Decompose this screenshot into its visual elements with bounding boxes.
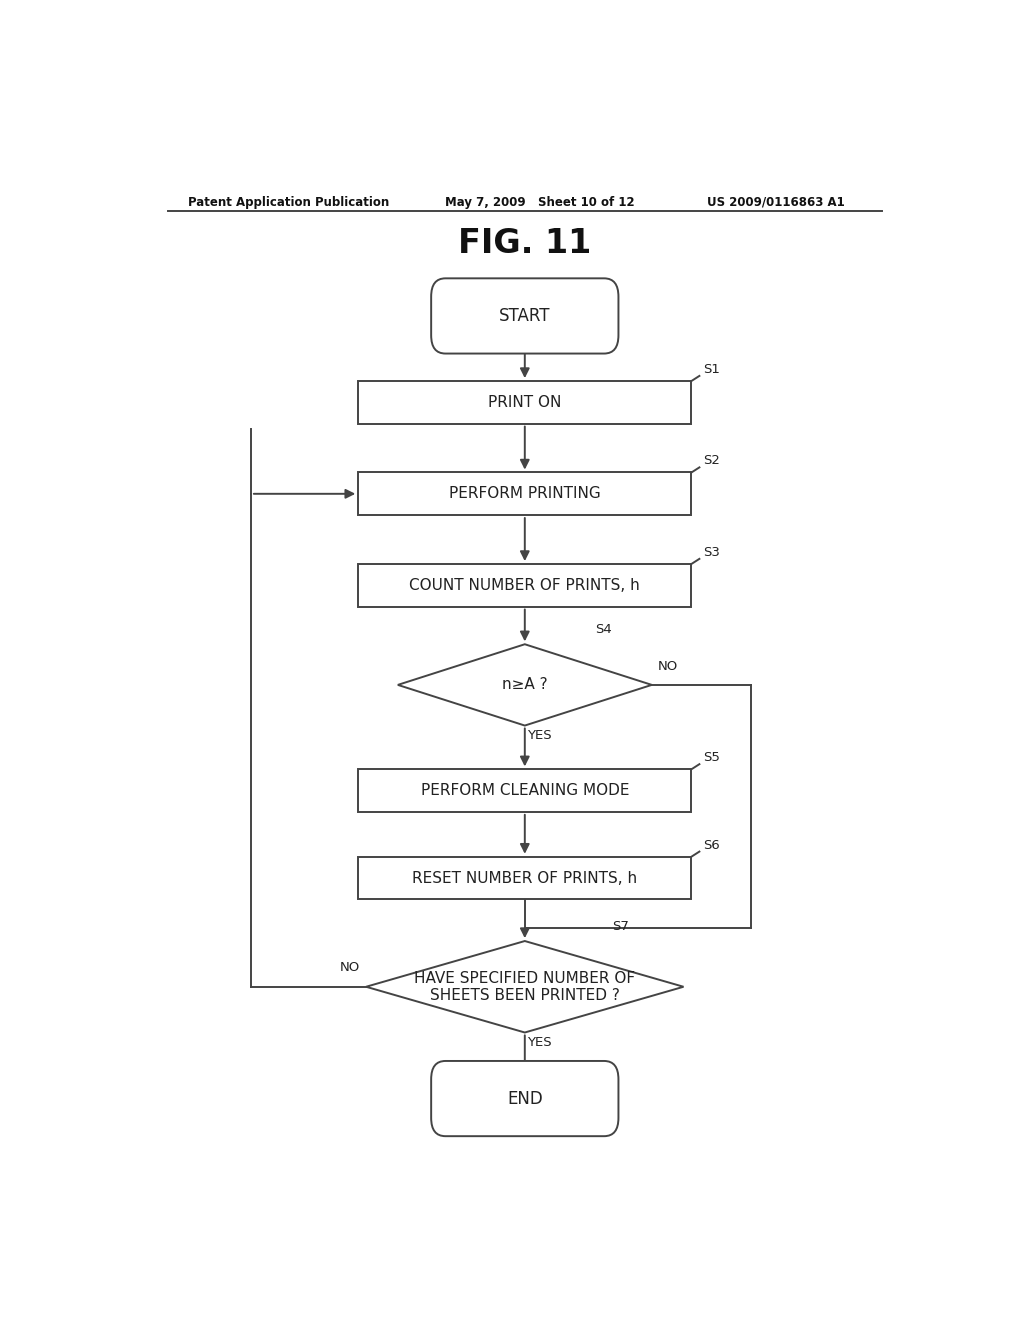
Text: PERFORM CLEANING MODE: PERFORM CLEANING MODE: [421, 783, 629, 799]
Text: n≥A ?: n≥A ?: [502, 677, 548, 693]
Text: NO: NO: [340, 961, 359, 974]
Text: END: END: [507, 1089, 543, 1107]
Text: RESET NUMBER OF PRINTS, h: RESET NUMBER OF PRINTS, h: [413, 870, 637, 886]
Text: YES: YES: [526, 1036, 551, 1048]
Text: S4: S4: [595, 623, 611, 636]
Text: FIG. 11: FIG. 11: [458, 227, 592, 260]
Text: S7: S7: [612, 920, 629, 933]
Bar: [358, 381, 691, 424]
Text: S3: S3: [703, 546, 720, 558]
Bar: [358, 857, 691, 899]
Text: US 2009/0116863 A1: US 2009/0116863 A1: [708, 195, 845, 209]
Text: S1: S1: [703, 363, 720, 376]
Text: Patent Application Publication: Patent Application Publication: [187, 195, 389, 209]
FancyBboxPatch shape: [431, 1061, 618, 1137]
Text: START: START: [499, 308, 551, 325]
Polygon shape: [397, 644, 652, 726]
Text: May 7, 2009   Sheet 10 of 12: May 7, 2009 Sheet 10 of 12: [445, 195, 635, 209]
Text: S2: S2: [703, 454, 720, 467]
Polygon shape: [367, 941, 684, 1032]
Text: PERFORM PRINTING: PERFORM PRINTING: [449, 486, 601, 502]
Bar: [358, 473, 691, 515]
Text: PRINT ON: PRINT ON: [488, 395, 561, 409]
Text: HAVE SPECIFIED NUMBER OF
SHEETS BEEN PRINTED ?: HAVE SPECIFIED NUMBER OF SHEETS BEEN PRI…: [415, 970, 635, 1003]
FancyBboxPatch shape: [431, 279, 618, 354]
Bar: [358, 564, 691, 607]
Text: NO: NO: [658, 660, 678, 673]
Bar: [358, 770, 691, 812]
Text: S5: S5: [703, 751, 720, 764]
Text: YES: YES: [526, 729, 551, 742]
Text: S6: S6: [703, 838, 720, 851]
Text: COUNT NUMBER OF PRINTS, h: COUNT NUMBER OF PRINTS, h: [410, 578, 640, 593]
